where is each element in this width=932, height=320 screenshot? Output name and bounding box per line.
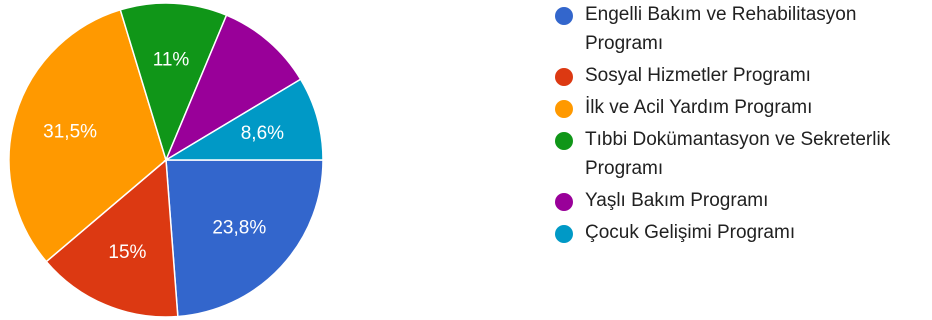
pie-chart: 23,8% 15% 31,5% 11% 8,6% (8, 2, 324, 318)
legend-swatch (555, 100, 573, 118)
legend-item[interactable]: Yaşlı Bakım Programı (555, 190, 932, 215)
pie-slice[interactable] (45, 158, 179, 318)
legend-label: Çocuk Gelişimi Programı (585, 222, 796, 243)
pie-slice[interactable] (8, 8, 167, 263)
legend-swatch (555, 132, 573, 150)
slice-value-label: 31,5% (43, 121, 97, 142)
pie-slice[interactable] (119, 2, 228, 163)
legend-item[interactable]: Sosyal Hizmetler Programı (555, 65, 932, 90)
slice-value-label: 11% (153, 50, 190, 71)
legend-swatch (555, 225, 573, 243)
legend-item[interactable]: İlk ve Acil Yardım Programı (555, 97, 932, 122)
pie-slice[interactable] (164, 14, 302, 162)
pie-slice[interactable] (165, 159, 324, 318)
legend-label: Engelli Bakım ve Rehabilitasyon Programı (585, 4, 857, 54)
slice-value-label: 15% (108, 242, 146, 263)
pie-slice[interactable] (163, 78, 324, 161)
legend-label: Yaşlı Bakım Programı (585, 190, 769, 211)
pie-chart-area: 23,8% 15% 31,5% 11% 8,6% (0, 0, 340, 320)
legend-item[interactable]: Tıbbi Dokümantasyon ve Sekreterlik Progr… (555, 129, 932, 183)
slice-value-label: 8,6% (241, 123, 284, 144)
legend-label: Tıbbi Dokümantasyon ve Sekreterlik Progr… (585, 129, 891, 179)
legend-swatch (555, 7, 573, 25)
legend-label: İlk ve Acil Yardım Programı (585, 97, 813, 118)
legend-item[interactable]: Çocuk Gelişimi Programı (555, 222, 932, 247)
legend-swatch (555, 68, 573, 86)
slice-value-label: 23,8% (212, 218, 266, 239)
legend: Engelli Bakım ve Rehabilitasyon Programı… (555, 4, 932, 254)
legend-item[interactable]: Engelli Bakım ve Rehabilitasyon Programı (555, 4, 932, 58)
legend-swatch (555, 193, 573, 211)
legend-label: Sosyal Hizmetler Programı (585, 65, 811, 86)
